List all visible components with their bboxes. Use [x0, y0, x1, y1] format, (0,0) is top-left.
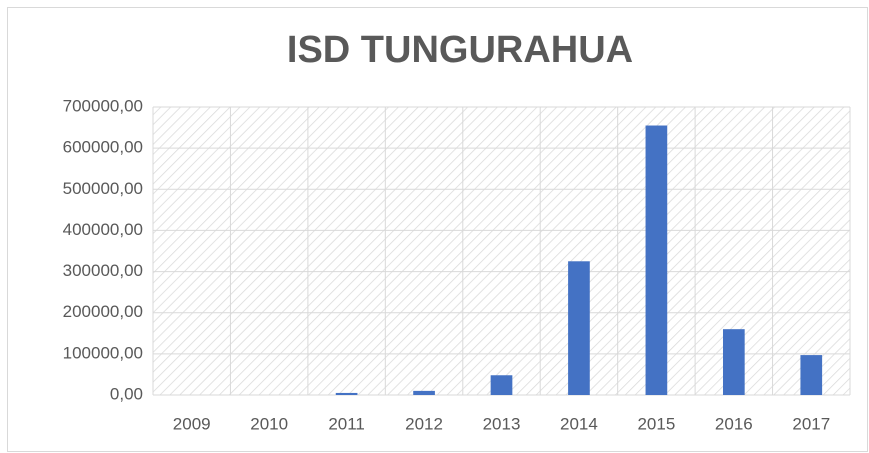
- bar: [722, 329, 745, 395]
- x-tick-label: 2012: [405, 414, 443, 433]
- y-tick-label: 200000,00: [63, 302, 143, 321]
- bar: [335, 392, 358, 395]
- y-tick-label: 300000,00: [63, 261, 143, 280]
- x-tick-label: 2009: [173, 414, 211, 433]
- y-tick-label: 700000,00: [63, 96, 143, 115]
- y-tick-label: 0,00: [110, 384, 143, 403]
- x-tick-label: 2011: [328, 414, 365, 433]
- y-tick-label: 500000,00: [63, 179, 143, 198]
- bar: [645, 125, 668, 395]
- x-tick-label: 2017: [792, 414, 830, 433]
- bar: [800, 355, 823, 395]
- plot-area: [153, 107, 850, 395]
- y-tick-label: 400000,00: [63, 220, 143, 239]
- x-tick-label: 2015: [637, 414, 675, 433]
- chart-title: ISD TUNGURAHUA: [287, 29, 633, 71]
- x-tick-label: 2010: [250, 414, 288, 433]
- x-tick-label: 2013: [483, 414, 521, 433]
- y-tick-label: 600000,00: [63, 138, 143, 157]
- y-tick-label: 100000,00: [63, 343, 143, 362]
- bar: [413, 390, 435, 395]
- x-tick-label: 2016: [715, 414, 753, 433]
- bar: [490, 375, 513, 395]
- x-tick-label: 2014: [560, 414, 598, 433]
- bar: [568, 261, 590, 395]
- chart-border: [7, 7, 868, 452]
